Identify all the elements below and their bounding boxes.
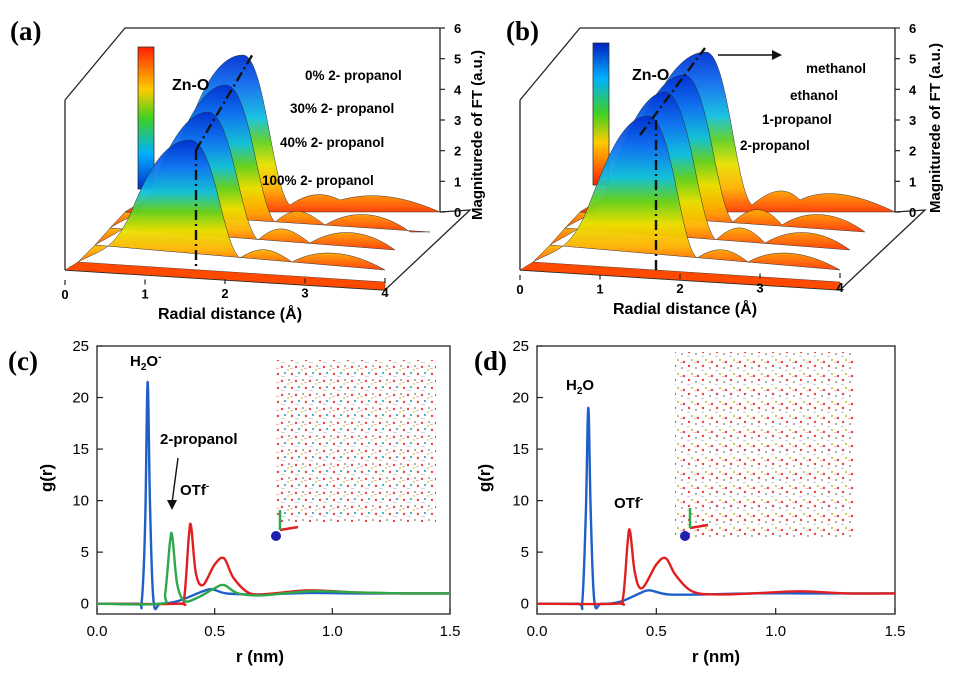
d-x-tick-label: 0.5 bbox=[646, 623, 667, 640]
b-x-tick-label: 1 bbox=[596, 282, 603, 297]
annotation-arrow-head-c bbox=[167, 500, 177, 510]
x-axis-title-a: Radial distance (Å) bbox=[158, 304, 302, 323]
box-back-frame-b bbox=[519, 27, 895, 101]
series-label-a-100pct: 100% 2- propanol bbox=[262, 173, 374, 188]
b-z-tick-label: 3 bbox=[909, 113, 916, 128]
series-label-ethanol: ethanol bbox=[790, 88, 838, 103]
series-label-a-0pct: 0% 2- propanol bbox=[305, 68, 402, 83]
b-z-tick-label: 2 bbox=[909, 144, 916, 159]
y-axis-title-c: g(r) bbox=[37, 464, 56, 492]
annotation-h2o-c: H2O- bbox=[130, 352, 161, 373]
axis-triad-c bbox=[271, 510, 299, 541]
d-y-tick-label: 20 bbox=[512, 390, 529, 407]
b-z-tick-label: 5 bbox=[909, 52, 916, 67]
b-x-tick-label: 0 bbox=[516, 282, 523, 297]
c-y-tick-label: 25 bbox=[72, 338, 89, 355]
annotation-h2o-d: H2O bbox=[566, 377, 594, 397]
a-z-tick-label: 1 bbox=[454, 174, 461, 189]
d-y-tick-label: 0 bbox=[521, 596, 529, 613]
annotation-arrow-c bbox=[171, 457, 179, 504]
b-x-tick-label: 4 bbox=[836, 280, 844, 295]
a-z-tick-label: 2 bbox=[454, 144, 461, 159]
annotation-2-propanol-c: 2-propanol bbox=[160, 431, 238, 448]
surface-slice-100pct bbox=[77, 139, 386, 271]
c-y-tick-label: 5 bbox=[81, 544, 89, 561]
d-y-tick-label: 25 bbox=[512, 338, 529, 355]
series-label-a-30pct: 30% 2- propanol bbox=[290, 101, 394, 116]
a-x-tick-label: 0 bbox=[61, 287, 68, 302]
colorbar-a bbox=[137, 46, 155, 190]
panel-a: (a) Zn-O 0% 2- propanol 30% 2- propanol … bbox=[10, 16, 486, 323]
arrow-head-b bbox=[772, 50, 782, 60]
panel-b: (b) Zn-O methanol ethanol 1-propanol 2-p… bbox=[506, 16, 944, 318]
axis-triad-d bbox=[680, 508, 709, 541]
c-x-tick-label: 0.5 bbox=[204, 623, 225, 640]
panel-c: (c) 0.0 0.5 1.0 1.5 0 5 10 15 20 25 H2O- 2-propan… bbox=[8, 338, 460, 666]
d-y-tick-label: 5 bbox=[521, 544, 529, 561]
d-y-tick-label: 15 bbox=[512, 441, 529, 458]
a-z-tick-label: 4 bbox=[454, 82, 462, 97]
b-x-tick-label: 3 bbox=[756, 281, 763, 296]
d-x-tick-label: 1.0 bbox=[765, 623, 786, 640]
d-y-tick-label: 10 bbox=[512, 493, 529, 510]
a-z-tick-label: 5 bbox=[454, 52, 461, 67]
panel-label-d: (d) bbox=[474, 346, 507, 376]
panel-d: (d) 0.0 0.5 1.0 1.5 0 5 10 15 20 25 H2O OTf- r (n… bbox=[474, 338, 905, 666]
a-z-tick-label: 6 bbox=[454, 21, 461, 36]
z-axis-title-b: Magniturede of FT (a.u.) bbox=[927, 43, 944, 213]
b-z-tick-label: 0 bbox=[909, 205, 916, 220]
x-axis-title-b: Radial distance (Å) bbox=[613, 299, 757, 318]
a-x-tick-label: 1 bbox=[141, 287, 148, 302]
series-label-a-40pct: 40% 2- propanol bbox=[280, 135, 384, 150]
c-series-2-propanol bbox=[96, 531, 451, 606]
box-back-frame bbox=[64, 27, 440, 101]
b-z-tick-label: 6 bbox=[909, 21, 916, 36]
c-x-tick-label: 1.0 bbox=[322, 623, 343, 640]
a-x-tick-label: 3 bbox=[301, 286, 308, 301]
z-axis-title-a: Magniturede of FT (a.u.) bbox=[469, 50, 486, 220]
annotation-otf-d: OTf- bbox=[614, 494, 643, 512]
c-x-tick-label: 0.0 bbox=[87, 623, 108, 640]
series-label-methanol: methanol bbox=[806, 61, 866, 76]
d-x-tick-label: 1.5 bbox=[885, 623, 906, 640]
a-x-tick-label: 2 bbox=[221, 286, 228, 301]
a-z-tick-label: 3 bbox=[454, 113, 461, 128]
x-axis-title-c: r (nm) bbox=[236, 647, 284, 666]
panel-label-a: (a) bbox=[10, 16, 41, 46]
panel-label-c: (c) bbox=[8, 346, 38, 376]
md-snapshot-d bbox=[675, 352, 855, 538]
zn-o-label-a: Zn-O bbox=[172, 77, 209, 94]
x-axis-title-d: r (nm) bbox=[692, 647, 740, 666]
c-x-tick-label: 1.5 bbox=[440, 623, 461, 640]
c-y-tick-label: 20 bbox=[72, 390, 89, 407]
a-x-tick-label: 4 bbox=[381, 285, 389, 300]
zn-o-diagonal-guide-b bbox=[639, 47, 706, 136]
c-y-tick-label: 10 bbox=[72, 493, 89, 510]
d-x-tick-label: 0.0 bbox=[527, 623, 548, 640]
y-axis-title-d: g(r) bbox=[475, 464, 494, 492]
c-y-tick-label: 0 bbox=[81, 596, 89, 613]
panel-label-b: (b) bbox=[506, 16, 539, 46]
surface-slice-2-propanol bbox=[532, 115, 841, 271]
series-label-1-propanol: 1-propanol bbox=[762, 112, 832, 127]
zn-o-label-b: Zn-O bbox=[632, 67, 669, 84]
annotation-otf-c: OTf- bbox=[180, 481, 209, 499]
c-y-tick-label: 15 bbox=[72, 441, 89, 458]
b-z-tick-label: 1 bbox=[909, 174, 916, 189]
plot-frame-d bbox=[536, 345, 896, 615]
b-x-tick-label: 2 bbox=[676, 281, 683, 296]
b-z-tick-label: 4 bbox=[909, 82, 917, 97]
d-series-otf bbox=[536, 528, 896, 606]
a-z-tick-label: 0 bbox=[454, 205, 461, 220]
plot-frame-c bbox=[96, 345, 451, 615]
md-snapshot-c bbox=[276, 360, 436, 522]
series-label-2-propanol: 2-propanol bbox=[740, 138, 810, 153]
zn-o-diagonal-guide bbox=[194, 51, 256, 151]
